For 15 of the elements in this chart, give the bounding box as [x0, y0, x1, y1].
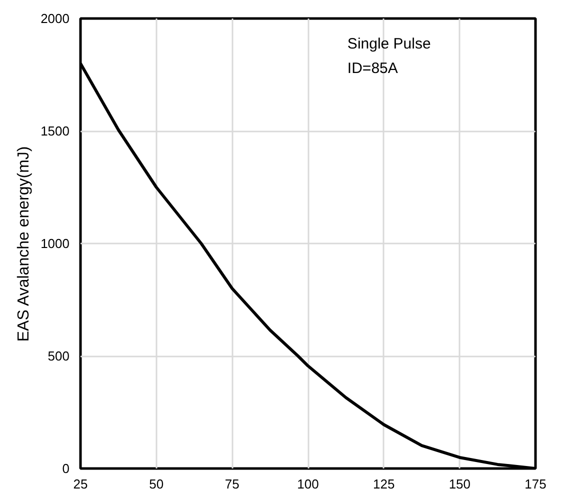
y-tick-label: 1500 — [40, 124, 70, 138]
x-tick-label: 125 — [372, 476, 395, 492]
x-tick-label: 175 — [524, 476, 546, 492]
y-tick-label: 500 — [48, 348, 70, 364]
x-tick-label: 25 — [73, 476, 88, 492]
x-tick-label: 100 — [297, 476, 319, 492]
y-axis-title: EAS Avalanche energy(mJ) — [16, 146, 33, 342]
annotation: ID=85A — [347, 60, 398, 77]
annotation: Single Pulse — [347, 35, 431, 52]
y-tick-label: 2000 — [40, 11, 70, 26]
y-tick-label: 0 — [62, 461, 70, 476]
x-tick-label: 75 — [224, 476, 240, 492]
x-tick-label: 50 — [149, 476, 164, 492]
x-tick-label: 150 — [448, 476, 471, 492]
y-tick-label: 1000 — [40, 236, 70, 251]
